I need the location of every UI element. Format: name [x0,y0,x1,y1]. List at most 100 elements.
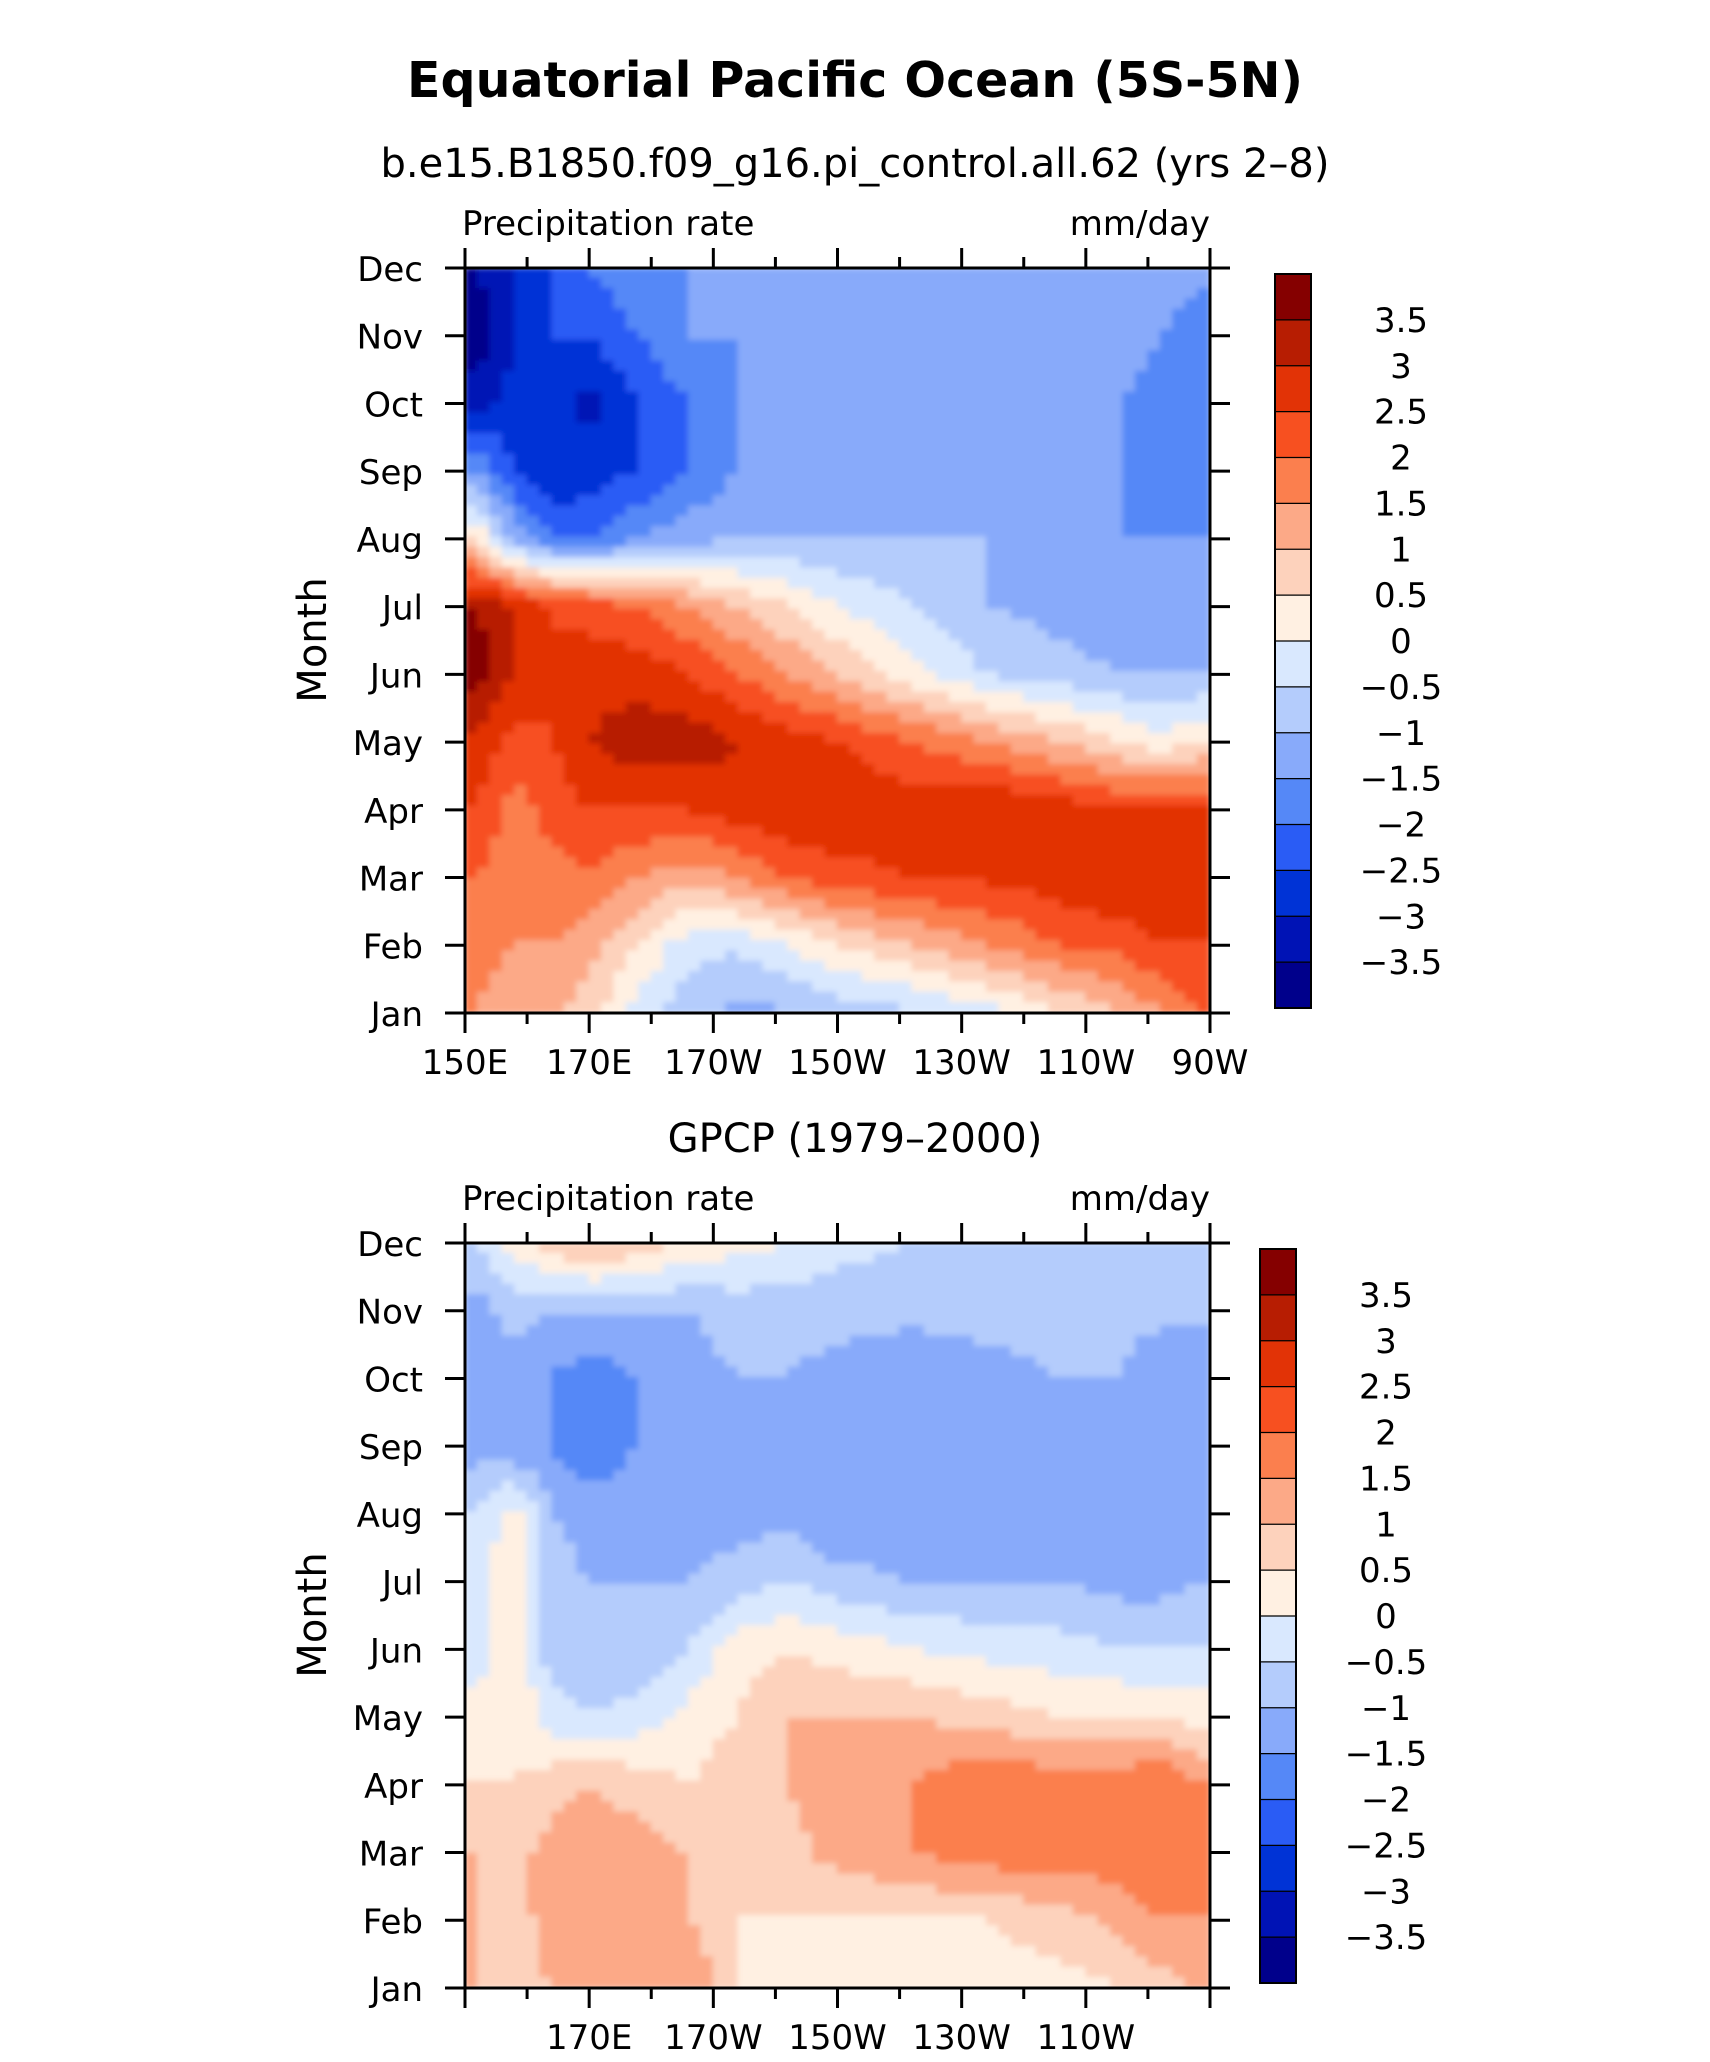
heatmap-cell [576,712,590,724]
heatmap-cell [1122,815,1137,828]
heatmap-cell [749,1314,764,1327]
heatmap-cell [663,795,677,807]
heatmap-cell [700,308,714,321]
heatmap-cell [799,567,814,580]
heatmap-cell [774,277,789,290]
panel-model-colorbar: 3.532.521.510.50−0.5−1−1.5−2−2.5−3−3.5 [1274,273,1442,1009]
heatmap-cell [501,567,516,580]
heatmap-cell [749,432,764,445]
heatmap-cell [1159,919,1174,931]
heatmap-cell [911,836,926,849]
heatmap-cell [1060,1283,1075,1296]
heatmap-cell [526,1263,541,1275]
heatmap-cell [1047,381,1062,393]
heatmap-cell [1110,712,1124,724]
heatmap-cell [1159,650,1174,662]
heatmap-cell [600,815,615,828]
heatmap-cell [774,308,789,321]
heatmap-cell [1159,733,1174,745]
heatmap-cell [1023,557,1037,569]
heatmap-cell [1184,1304,1199,1317]
heatmap-cell [998,836,1012,849]
heatmap-cell [898,826,913,838]
x-tick-label: 110W [1037,1043,1136,1083]
heatmap-cell [650,268,665,279]
heatmap-cell [687,805,702,818]
heatmap-cell [762,681,777,693]
heatmap-cell [700,567,714,580]
heatmap-cell [663,1283,677,1296]
heatmap-cell [898,588,913,600]
heatmap-cell [1023,929,1037,942]
heatmap-cell [514,422,528,435]
heatmap-cell [1097,1263,1112,1275]
heatmap-cell [476,681,491,693]
heatmap-cell [898,268,913,279]
heatmap-cell [936,1304,950,1317]
heatmap-cell [712,577,727,590]
heatmap-cell [465,381,479,393]
heatmap-cell [588,443,603,455]
heatmap-cell [725,960,739,973]
heatmap-cell [526,722,541,735]
heatmap-cell [774,857,789,869]
heatmap-cell [998,381,1012,393]
heatmap-cell [774,298,789,310]
heatmap-cell [1110,474,1124,486]
heatmap-cell [687,650,702,662]
heatmap-cell [936,795,950,807]
heatmap-cell [576,774,590,786]
heatmap-cell [923,567,938,580]
heatmap-cell [476,753,491,766]
heatmap-cell [687,629,702,642]
heatmap-cell [600,971,615,983]
heatmap-cell [514,660,528,673]
heatmap-cell [936,474,950,486]
heatmap-cell [1159,1304,1174,1317]
heatmap-cell [961,1252,975,1265]
heatmap-cell [812,567,826,580]
heatmap-cell [1184,495,1199,507]
heatmap-cell [1184,743,1199,755]
heatmap-cell [1122,846,1137,859]
heatmap-cell [737,505,752,517]
heatmap-cell [725,608,739,621]
heatmap-cell [476,391,491,404]
heatmap-cell [923,598,938,611]
heatmap-cell [961,401,975,414]
heatmap-cell [998,339,1012,352]
heatmap-cell [737,919,752,931]
heatmap-cell [1072,639,1087,652]
heatmap-cell [737,401,752,414]
heatmap-cell [812,939,826,952]
heatmap-cell [824,1283,839,1296]
heatmap-cell [588,753,603,766]
heatmap-cell [712,991,727,1004]
heatmap-cell [923,268,938,279]
heatmap-cell [836,319,851,331]
heatmap-cell [600,836,615,849]
heatmap-cell [762,722,777,735]
heatmap-cell [1147,350,1161,362]
heatmap-cell [551,546,565,559]
heatmap-cell [1134,629,1149,642]
heatmap-cell [538,929,553,942]
heatmap-cell [1172,329,1186,342]
heatmap-cell [998,919,1012,931]
heatmap-cell [985,350,1000,362]
heatmap-cell [799,722,814,735]
heatmap-cell [650,1243,665,1254]
heatmap-cell [961,1273,975,1285]
heatmap-cell [588,691,603,704]
heatmap-cell [1023,422,1037,435]
heatmap-cell [600,298,615,310]
heatmap-cell [1110,308,1124,321]
heatmap-cell [675,557,690,569]
heatmap-cell [600,701,615,714]
heatmap-cell [725,546,739,559]
heatmap-cell [1159,268,1174,279]
heatmap-cell [874,815,888,828]
heatmap-cell [663,567,677,580]
heatmap-cell [1159,753,1174,766]
heatmap-cell [600,1273,615,1285]
